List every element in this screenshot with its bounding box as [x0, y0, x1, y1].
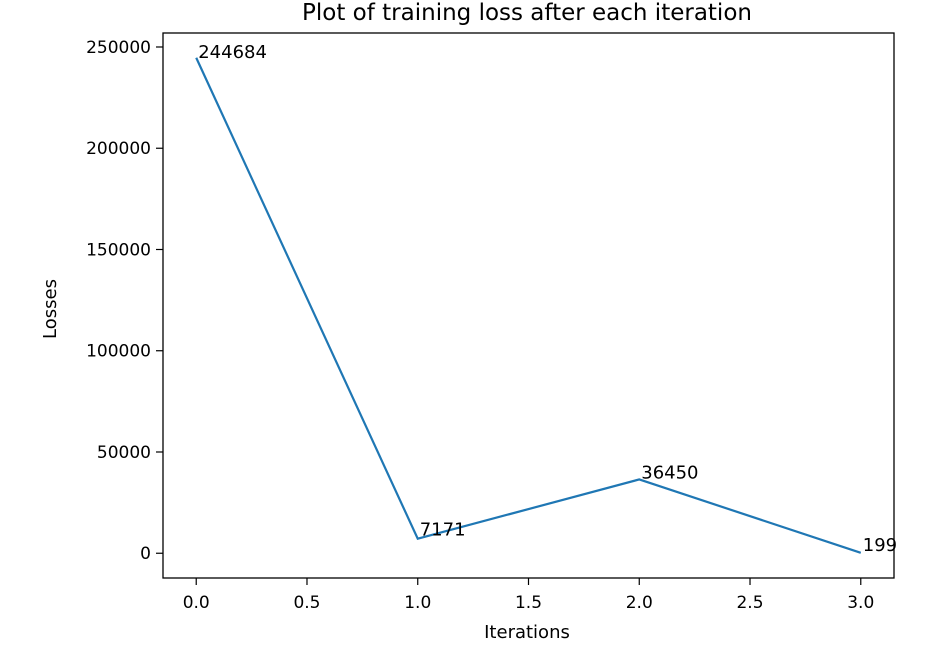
plot-frame	[162, 32, 895, 579]
data-label: 36450	[641, 462, 698, 483]
data-label: 199	[863, 535, 897, 556]
x-tick-label: 1.5	[515, 593, 542, 613]
series-group	[195, 57, 862, 554]
x-tick-label: 0.5	[293, 593, 320, 613]
y-tick-label: 50000	[97, 443, 151, 463]
chart-title: Plot of training loss after each iterati…	[302, 0, 752, 26]
x-tick-label: 0.0	[183, 593, 210, 613]
data-label: 244684	[198, 42, 267, 63]
x-axis-label: Iterations	[484, 622, 570, 643]
y-ticks: 0 50000 100000 150000 200000 250000	[86, 38, 163, 564]
x-tick-label: 2.0	[626, 593, 653, 613]
y-axis-label: Losses	[40, 279, 61, 339]
y-tick-label: 200000	[86, 139, 151, 159]
y-tick-label: 250000	[86, 38, 151, 58]
training-loss-line	[195, 57, 862, 554]
x-tick-label: 1.0	[404, 593, 431, 613]
y-tick-label: 0	[140, 544, 151, 564]
y-tick-label: 100000	[86, 342, 151, 362]
x-ticks: 0.0 0.5 1.0 1.5 2.0 2.5 3.0	[183, 578, 874, 613]
x-tick-label: 3.0	[847, 593, 874, 613]
data-label: 7171	[420, 520, 466, 541]
x-tick-label: 2.5	[736, 593, 763, 613]
y-tick-label: 150000	[86, 240, 151, 260]
data-labels: 244684 7171 36450 199	[198, 42, 897, 556]
